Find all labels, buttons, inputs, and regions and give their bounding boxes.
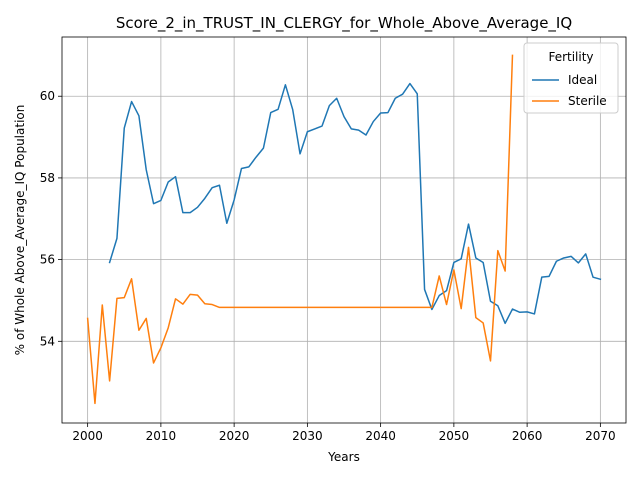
y-tick-label: 58 <box>40 171 55 185</box>
x-tick-label: 2030 <box>292 429 323 443</box>
series-line-ideal <box>108 82 602 325</box>
series-lines <box>86 54 602 405</box>
y-tick-label: 54 <box>40 334 55 348</box>
y-axis-label: % of Whole Above_Average_IQ Population <box>13 105 27 356</box>
plot-area-frame <box>61 36 627 424</box>
legend-label-ideal: Ideal <box>568 73 597 87</box>
legend-label-sterile: Sterile <box>568 94 607 108</box>
axis-ticks: 2000 2010 2020 2030 2040 2050 2060 2070 54 56 58 60 <box>40 89 616 443</box>
legend-box <box>523 42 619 114</box>
legend: Fertility Ideal Sterile <box>523 42 619 114</box>
x-tick-label: 2040 <box>365 429 396 443</box>
gridlines <box>62 37 626 423</box>
x-tick-label: 2020 <box>219 429 250 443</box>
y-tick-label: 60 <box>40 89 55 103</box>
x-tick-label: 2060 <box>512 429 543 443</box>
y-tick-label: 56 <box>40 253 55 267</box>
chart-title: Score_2_in_TRUST_IN_CLERGY_for_Whole_Abo… <box>116 14 572 33</box>
legend-title: Fertility <box>548 50 593 64</box>
x-tick-label: 2070 <box>585 429 616 443</box>
series-line-sterile <box>86 54 514 405</box>
x-tick-label: 2010 <box>146 429 177 443</box>
x-axis-label: Years <box>327 450 360 464</box>
x-tick-label: 2000 <box>72 429 103 443</box>
x-tick-label: 2050 <box>439 429 470 443</box>
